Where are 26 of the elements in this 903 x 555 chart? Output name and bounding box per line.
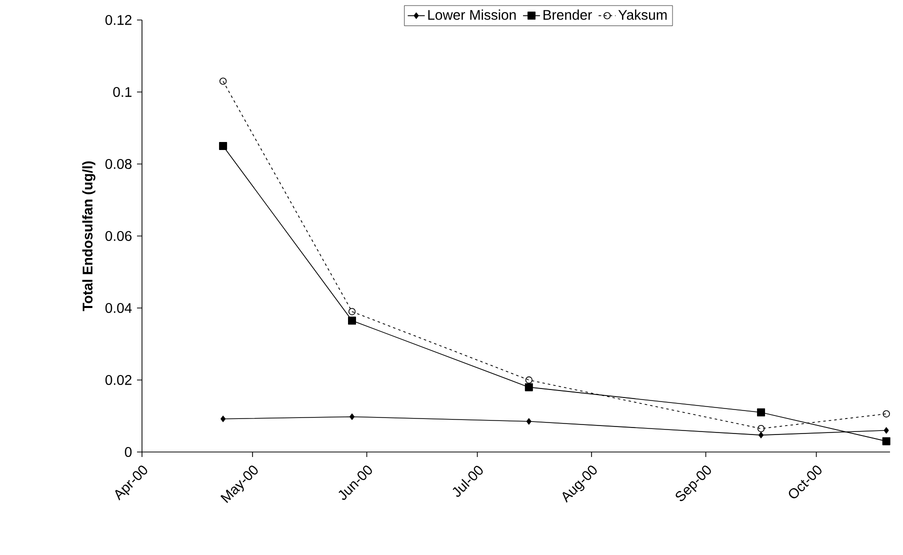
legend-label: Brender	[544, 10, 592, 20]
y-tick-label: 0.02	[105, 375, 132, 385]
point	[350, 414, 355, 420]
y-tick-label: 0.04	[105, 303, 132, 313]
legend-label: Yaksum	[618, 10, 667, 20]
y-tick-label: 0.1	[113, 87, 132, 97]
point	[757, 425, 765, 432]
point	[757, 408, 766, 416]
legend-label: Lower Mission	[428, 10, 516, 20]
point	[348, 308, 356, 316]
point	[525, 376, 533, 384]
point	[219, 142, 228, 150]
point	[758, 432, 764, 438]
point	[526, 418, 532, 425]
point	[524, 383, 533, 392]
y-tick-label: 0.06	[105, 231, 132, 241]
y-tick-label: 0.08	[105, 159, 132, 169]
y-axis-title: Total Endosulfan (ug/l)	[82, 161, 96, 312]
point	[884, 427, 889, 434]
point	[220, 416, 226, 422]
point	[219, 78, 227, 85]
y-tick-label: 0	[124, 447, 132, 457]
point	[882, 410, 890, 418]
y-tick-label: 0.12	[105, 15, 132, 25]
point	[348, 316, 356, 325]
point	[882, 437, 890, 446]
